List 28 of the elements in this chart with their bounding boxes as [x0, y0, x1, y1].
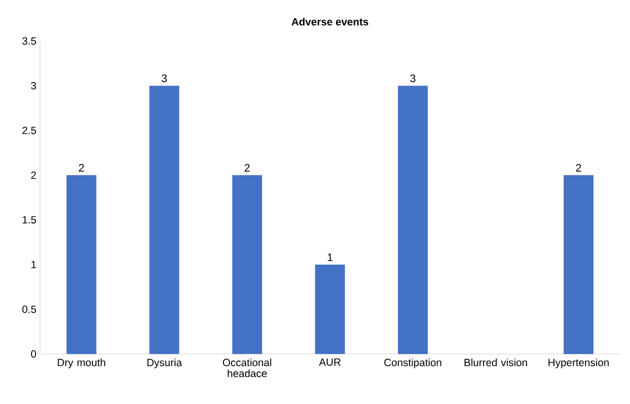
x-tick-label: Blurred vision: [464, 358, 527, 366]
x-tick-label: Dysuria: [147, 358, 182, 368]
y-tick-label: 0.5: [22, 306, 36, 313]
x-tick-label: Occational headace: [222, 358, 272, 378]
x-tick-label: Hypertension: [548, 358, 609, 368]
data-label: 3: [410, 74, 416, 82]
bar: [232, 175, 262, 354]
bar: [149, 86, 180, 354]
chart-title: Adverse events: [292, 18, 368, 26]
bar: [398, 86, 428, 354]
y-tick-label: 1.5: [22, 216, 36, 224]
bar: [315, 264, 345, 354]
y-tick-label: 3.5: [22, 37, 36, 45]
data-label: 2: [576, 164, 582, 172]
y-tick-label: 0: [31, 350, 36, 358]
y-tick-label: 3: [31, 82, 36, 90]
data-label: 3: [162, 74, 167, 82]
x-tick-label: Constipation: [384, 358, 442, 368]
data-label: 2: [244, 164, 250, 172]
bar: [564, 175, 594, 354]
data-label: 1: [328, 254, 333, 262]
y-tick-label: 2.5: [22, 126, 36, 134]
bar: [66, 175, 96, 354]
x-tick-label: Dry mouth: [58, 358, 106, 368]
x-tick-label: AUR: [318, 358, 341, 366]
y-tick-label: 1: [31, 260, 36, 268]
data-label: 2: [78, 164, 84, 172]
y-tick-label: 2: [31, 172, 36, 179]
